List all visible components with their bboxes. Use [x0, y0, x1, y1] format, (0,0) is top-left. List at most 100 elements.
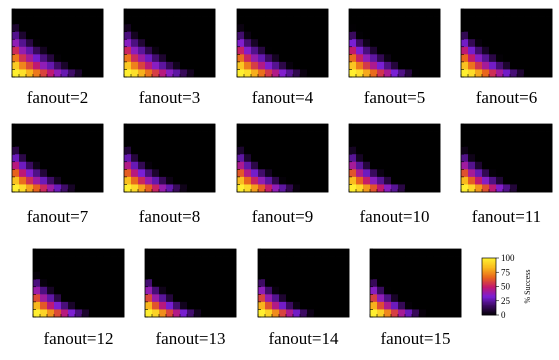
heatmap-cell [47, 279, 55, 288]
heatmap-cell [96, 161, 104, 170]
heatmap-cell [503, 9, 511, 17]
heatmap-cell [180, 146, 188, 155]
heatmap-cell [321, 124, 329, 132]
heatmap-cell [531, 124, 539, 132]
heatmap-cell [454, 279, 462, 288]
heatmap-cell [272, 301, 280, 310]
heatmap-cell [96, 46, 104, 55]
heatmap-cell [173, 16, 181, 25]
heatmap-cell [377, 16, 385, 25]
heatmap-cell [342, 271, 350, 280]
heatmap-cell [272, 31, 280, 40]
heatmap-cell [321, 249, 329, 257]
heatmap-cell [33, 24, 41, 33]
heatmap-cell [131, 61, 139, 70]
heatmap-cell [89, 301, 97, 310]
heatmap-cell [26, 124, 34, 132]
heatmap-cell [75, 264, 83, 273]
heatmap-cell [531, 176, 539, 185]
heatmap-cell [349, 39, 357, 48]
heatmap-cell [187, 31, 195, 40]
heatmap-cell [96, 9, 104, 17]
heatmap-cell [33, 39, 41, 48]
heatmap-cell [54, 46, 62, 55]
heatmap-cell [503, 61, 511, 70]
heatmap-cell [293, 54, 301, 63]
heatmap-cell [61, 286, 69, 295]
heatmap-cell [96, 169, 104, 178]
heatmap-cell [258, 131, 266, 140]
heatmap-cell [145, 176, 153, 185]
heatmap-cell [531, 169, 539, 178]
panel-frame [460, 123, 553, 193]
heatmap-cell [96, 309, 104, 318]
heatmap-cell [363, 154, 371, 163]
heatmap-cell [33, 264, 41, 273]
heatmap-cell [342, 309, 350, 318]
heatmap-cell [489, 16, 497, 25]
heatmap-cell [510, 9, 518, 17]
heatmap-cell [419, 39, 427, 48]
heatmap-cell [82, 279, 90, 288]
heatmap-cell [159, 184, 167, 193]
heatmap-cell [321, 31, 329, 40]
heatmap-cell [40, 124, 48, 132]
heatmap-cell [440, 294, 448, 303]
heatmap-cell [300, 139, 308, 148]
heatmap-cell [384, 286, 392, 295]
heatmap-cell [68, 46, 76, 55]
heatmap-cell [377, 271, 385, 280]
heatmap-cell [370, 249, 378, 257]
heatmap-cell [61, 131, 69, 140]
heatmap-cell [538, 131, 546, 140]
heatmap-cell [524, 124, 532, 132]
heatmap-cell [468, 39, 476, 48]
heatmap-cell [201, 169, 209, 178]
heatmap-cell [293, 271, 301, 280]
heatmap-cell [489, 69, 497, 78]
heatmap-cell [208, 301, 216, 310]
heatmap-cell [124, 124, 132, 132]
heatmap-cell [19, 54, 27, 63]
heatmap-cell [398, 161, 406, 170]
heatmap-cell [391, 131, 399, 140]
heatmap-cell [145, 161, 153, 170]
heatmap-cell [131, 184, 139, 193]
heatmap-cell [391, 139, 399, 148]
heatmap-cell [538, 154, 546, 163]
heatmap-cell [237, 39, 245, 48]
heatmap-cell [166, 249, 174, 257]
heatmap-cell [33, 249, 41, 257]
heatmap-cell [47, 154, 55, 163]
heatmap-cell [279, 184, 287, 193]
heatmap-cell [68, 39, 76, 48]
heatmap-cell [454, 294, 462, 303]
heatmap-cell [138, 184, 146, 193]
heatmap-cell [258, 184, 266, 193]
colorbar-segment [482, 297, 496, 300]
heatmap-cell [377, 184, 385, 193]
heatmap-cell [321, 24, 329, 33]
heatmap-cell [328, 249, 336, 257]
heatmap-cell [251, 69, 259, 78]
heatmap-cell [61, 24, 69, 33]
heatmap-cell [131, 176, 139, 185]
heatmap-cell [426, 309, 434, 318]
heatmap-cell [370, 139, 378, 148]
heatmap-cell [229, 264, 237, 273]
heatmap-cell [96, 31, 104, 40]
heatmap-cell [194, 61, 202, 70]
heatmap-cell [40, 24, 48, 33]
heatmap-cell [251, 169, 259, 178]
heatmap-cell [145, 256, 153, 265]
heatmap-cell [12, 161, 20, 170]
heatmap-cell [342, 249, 350, 257]
colorbar-segment [482, 272, 496, 275]
heatmap-cell [363, 9, 371, 17]
heatmap-cell [356, 69, 364, 78]
heatmap-cell [293, 301, 301, 310]
heatmap-cell [489, 39, 497, 48]
heatmap-cell [19, 61, 27, 70]
heatmap-cell [496, 124, 504, 132]
heatmap-cell [131, 54, 139, 63]
